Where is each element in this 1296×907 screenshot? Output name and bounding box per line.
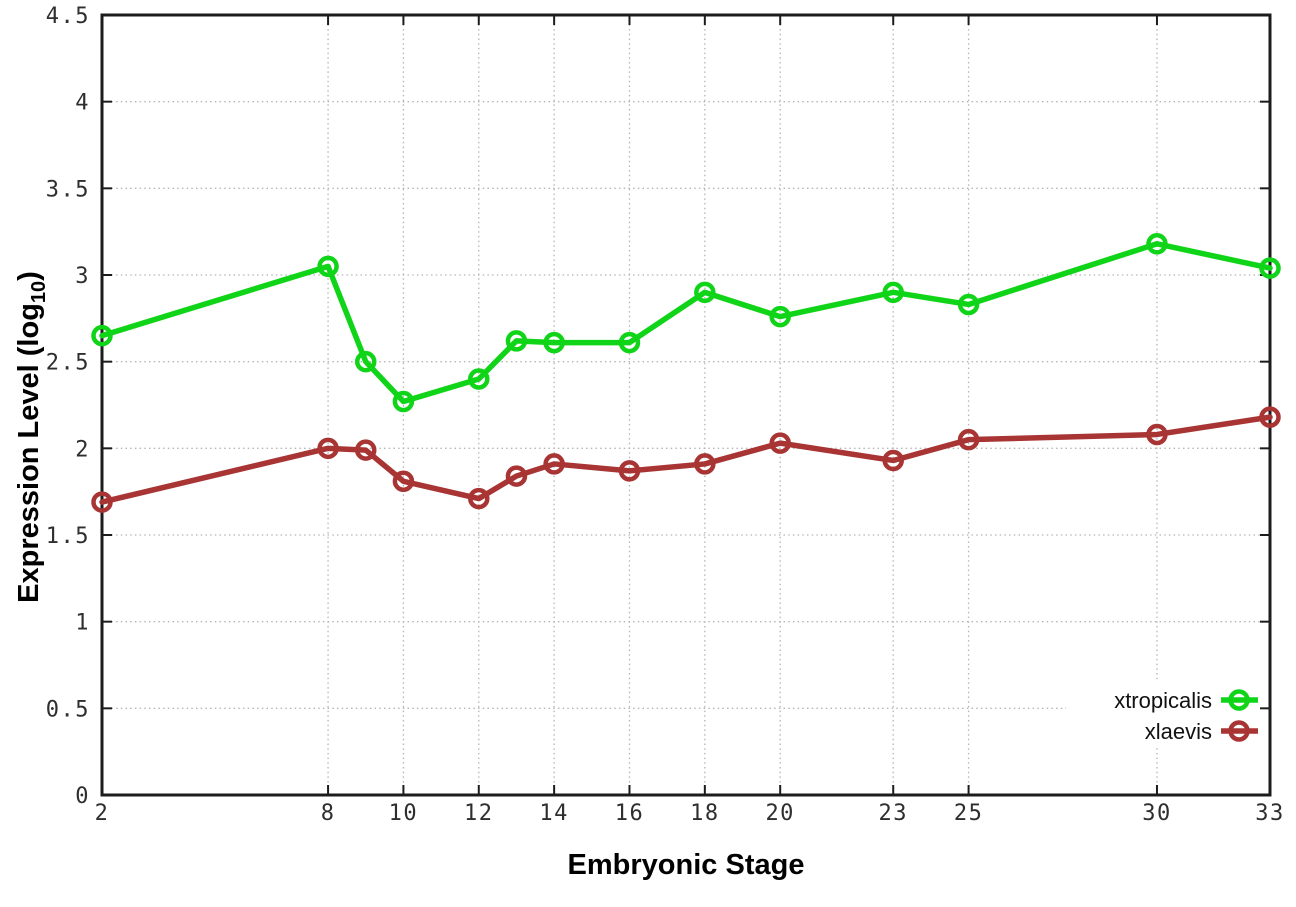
axes-border [100,13,1272,797]
x-tick-label: 30 [1142,801,1172,826]
y-tick-label: 4.5 [46,4,90,29]
data-point-xtropicalis [694,281,716,304]
data-point-xtropicalis [317,255,339,278]
data-point-xlaevis [543,453,565,475]
data-point-xlaevis [694,453,716,475]
y-tick-label: 2 [75,437,90,462]
y-tick-label: 4 [75,91,90,116]
data-point-xtropicalis [354,350,377,373]
data-point-xlaevis [882,449,904,472]
legend-entry-xlaevis: xlaevis [1145,719,1258,744]
legend-label: xtropicalis [1114,688,1212,713]
data-point-xlaevis [392,470,415,493]
x-tick-label: 23 [878,801,908,826]
y-tick-label: 1 [75,611,90,636]
legend: xtropicalis xlaevis [1114,688,1258,744]
x-tick-label: 8 [321,801,336,826]
y-axis-title-end: ) [13,271,45,281]
data-point-xtropicalis [882,281,904,304]
data-point-xlaevis [1146,423,1168,446]
x-axis-title: Embryonic Stage [568,849,805,881]
x-tick-label: 25 [954,801,984,826]
data-series [91,233,1281,513]
plot-border [100,13,1272,797]
y-tick-label: 3.5 [46,177,90,202]
gridlines [101,14,1271,796]
data-point-xlaevis [91,491,113,513]
data-point-xlaevis [957,428,980,451]
data-point-xlaevis [618,460,641,482]
y-tick-label: 0.5 [46,697,90,722]
data-point-xlaevis [468,487,490,510]
data-point-xtropicalis [543,331,565,354]
data-point-xtropicalis [392,390,415,413]
x-tick-label: 14 [539,801,569,826]
y-axis-title: Expression Level (log10) [13,271,50,603]
x-tick-label: 18 [690,801,720,826]
x-tick-label: 2 [95,801,110,826]
data-point-xtropicalis [91,324,113,347]
x-tick-label: 10 [389,801,419,826]
data-point-xtropicalis [957,293,980,316]
x-tick-label: 20 [765,801,795,826]
data-point-xtropicalis [1146,233,1168,255]
data-point-xlaevis [769,432,791,454]
legend-entry-xtropicalis: xtropicalis [1114,688,1258,713]
y-tick-label: 1.5 [46,524,90,549]
series-line-xlaevis [99,414,1273,505]
data-point-xlaevis [317,437,339,460]
data-point-xtropicalis [769,305,791,328]
data-point-xtropicalis [468,368,490,390]
y-tick-label: 3 [75,264,90,289]
data-point-xtropicalis [505,330,528,352]
series-line-xtropicalis [99,241,1273,405]
legend-sample-marker [1228,689,1250,711]
x-tick-label: 33 [1255,801,1285,826]
x-tick-label: 16 [615,801,645,826]
y-axis-title-main: Expression Level (log [13,303,45,603]
y-tick-label: 2.5 [46,351,90,376]
x-tick-label: 12 [464,801,494,826]
data-point-xtropicalis [618,331,641,354]
legend-sample-marker [1228,720,1250,742]
y-tick-label: 0 [75,784,90,809]
data-point-xlaevis [505,465,528,487]
y-axis-title-subscript: 10 [28,281,50,303]
data-point-xlaevis [354,439,377,461]
data-point-xlaevis [1259,406,1281,428]
tick-labels: 2 8 10 12 14 16 18 20 23 25 30 33 0 0.5 1 1.5 2 2.5 3 3.5 4 4… [46,4,1285,826]
legend-label: xlaevis [1145,719,1212,744]
data-point-xtropicalis [1259,257,1281,279]
